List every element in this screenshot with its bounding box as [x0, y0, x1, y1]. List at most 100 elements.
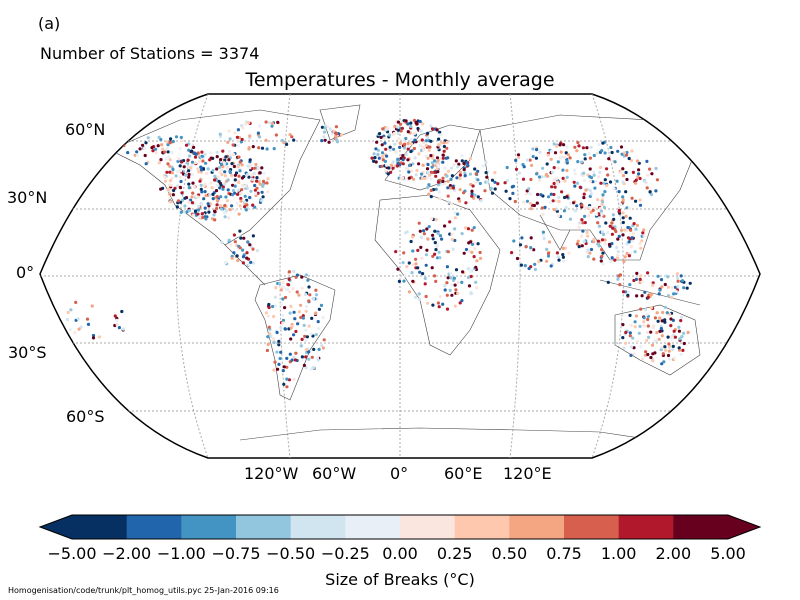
station-dot [478, 250, 482, 255]
station-dot [421, 122, 425, 126]
station-dot [429, 139, 433, 143]
station-dot [187, 186, 191, 190]
station-dot [568, 217, 573, 221]
station-dot [312, 297, 316, 301]
station-dot [663, 348, 668, 352]
station-dot [556, 160, 560, 164]
station-dot [516, 153, 521, 157]
station-dot [243, 184, 248, 188]
station-dot [688, 281, 692, 285]
station-dot [562, 209, 567, 213]
station-dot [545, 247, 549, 251]
station-dot [458, 173, 462, 177]
station-dot [230, 162, 234, 166]
station-dot [552, 208, 556, 212]
station-dot [605, 167, 609, 171]
station-dot [601, 262, 605, 266]
station-dot [255, 179, 259, 183]
station-dot [314, 311, 318, 315]
station-dot [411, 249, 415, 253]
station-dot [288, 133, 292, 137]
station-dot [135, 153, 140, 157]
station-dot [251, 203, 255, 207]
station-dot [385, 154, 389, 158]
station-dot [434, 218, 438, 222]
station-dot [191, 191, 195, 195]
station-dot [624, 153, 629, 157]
station-dot [595, 151, 599, 155]
station-dot [154, 151, 158, 155]
station-dot [663, 345, 667, 349]
station-dot [512, 239, 516, 243]
station-dot [603, 178, 607, 182]
station-dot [228, 137, 232, 141]
station-dot [215, 206, 219, 211]
station-dot [557, 195, 561, 200]
station-dot [166, 150, 170, 154]
station-dot [619, 228, 624, 232]
station-dot [180, 160, 184, 164]
station-dot [230, 204, 234, 208]
station-dot [528, 158, 532, 162]
station-dot [646, 295, 650, 299]
station-dot [218, 135, 223, 139]
station-dot [224, 195, 228, 199]
station-dot [406, 147, 410, 151]
station-dot [144, 141, 148, 145]
station-dot [610, 242, 614, 246]
station-dot [187, 148, 191, 152]
station-dot [522, 200, 526, 204]
station-dot [561, 253, 565, 257]
station-dot [552, 192, 556, 197]
station-dot [193, 209, 198, 213]
station-dot [469, 291, 473, 295]
station-dot [297, 293, 301, 297]
station-dot [413, 156, 417, 160]
footer-text: Homogenisation/code/trunk/plt_homog_util… [8, 586, 279, 595]
station-dot [662, 360, 666, 364]
station-dot [273, 304, 277, 308]
station-dot [629, 353, 633, 357]
station-dot [576, 140, 580, 145]
station-dot [573, 184, 577, 188]
station-dot [656, 274, 660, 278]
station-dot [421, 163, 425, 167]
station-dot [623, 341, 628, 345]
station-dot [115, 318, 119, 322]
station-dot [438, 197, 442, 201]
station-dot [580, 244, 584, 248]
station-dot [588, 251, 592, 255]
station-dot [467, 249, 471, 253]
station-dot [126, 151, 130, 155]
station-dot [236, 164, 240, 169]
station-dot [236, 128, 240, 132]
station-dot [458, 188, 462, 192]
station-dot [529, 177, 533, 182]
station-dot [235, 254, 239, 258]
station-dot [587, 214, 591, 218]
station-dot [231, 143, 235, 147]
station-dot [449, 202, 453, 206]
colorbar-tick-label: −1.00 [157, 544, 206, 563]
station-dot [431, 303, 435, 307]
station-dot [314, 288, 318, 292]
station-dot [407, 170, 411, 174]
station-dot [274, 133, 278, 137]
station-dot [426, 237, 430, 241]
station-dot [406, 130, 410, 134]
station-dot [224, 155, 228, 159]
station-dot [412, 177, 416, 181]
station-dot [380, 154, 384, 158]
station-dot [223, 174, 227, 178]
station-dot [649, 292, 654, 296]
station-dot [303, 334, 307, 338]
station-dot [629, 228, 633, 232]
station-dot [448, 184, 452, 188]
station-dot [597, 244, 601, 248]
station-dot [410, 271, 414, 275]
station-dot [474, 280, 478, 284]
station-dot [231, 183, 235, 187]
station-dot [637, 331, 641, 335]
station-dot [418, 143, 422, 148]
station-dot [645, 330, 650, 334]
